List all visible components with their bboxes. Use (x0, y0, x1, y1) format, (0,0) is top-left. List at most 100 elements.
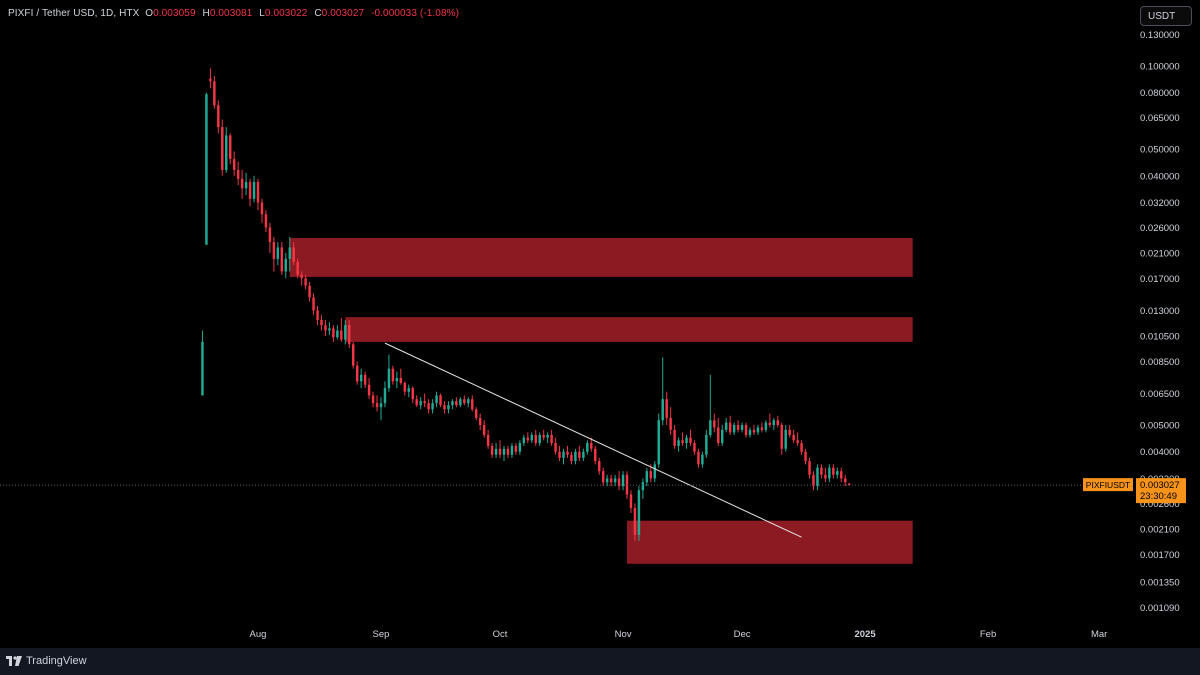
candle (832, 464, 835, 479)
candle (566, 445, 569, 458)
candle (546, 432, 549, 444)
y-tick-label: 0.001700 (1140, 550, 1180, 561)
candle (526, 432, 530, 444)
candle-body (367, 384, 371, 396)
candle (482, 420, 486, 438)
candle (717, 417, 720, 446)
candle (256, 178, 260, 211)
candle-body (328, 328, 331, 331)
y-tick-label: 0.026000 (1140, 223, 1180, 234)
candle-body (728, 422, 732, 433)
candle-body (498, 448, 502, 455)
candle-body (514, 445, 518, 452)
candle (316, 305, 319, 326)
symbol-tag-label: PIXFIUSDT (1086, 480, 1130, 490)
x-tick-label: Oct (493, 629, 508, 640)
candle (605, 474, 609, 487)
resistance-zone-1[interactable] (289, 237, 913, 277)
candle (280, 242, 284, 275)
candle-body (645, 471, 649, 483)
tradingview-brand[interactable]: TradingView (6, 652, 87, 670)
y-tick-label: 0.130000 (1140, 30, 1180, 41)
candle-body (391, 368, 395, 382)
candle-body (720, 429, 724, 444)
candle (574, 448, 577, 465)
candle-body (629, 494, 633, 509)
candle-body (736, 424, 740, 430)
candle-body (252, 181, 256, 199)
candle-body (605, 478, 609, 483)
descending-trendline[interactable] (384, 342, 802, 538)
candle (812, 471, 815, 491)
candle (693, 440, 696, 455)
candle-body (264, 214, 268, 228)
candle-body (701, 454, 704, 465)
y-tick-label: 0.001090 (1140, 603, 1180, 614)
candle-body (236, 169, 240, 179)
candle (474, 407, 478, 421)
candle (419, 397, 422, 410)
y-axis[interactable]: 0.130000 0.100000 0.080000 0.065000 0.050000… (1140, 30, 1180, 614)
candle (522, 434, 526, 446)
candle (558, 445, 561, 462)
candle (510, 443, 514, 458)
candle-body (256, 181, 260, 203)
candle-body (344, 325, 347, 340)
candle-body (566, 451, 569, 455)
candle (205, 92, 208, 245)
close-value: 0.003027 (321, 8, 365, 19)
candle-body (760, 427, 764, 430)
candle-body (308, 285, 311, 298)
candle-body (796, 440, 799, 444)
candle (570, 451, 573, 465)
candle (276, 242, 280, 265)
candle (792, 429, 795, 444)
candle (756, 424, 760, 435)
symbol-legend: PIXFI / Tether USD, 1D, HTX O0.003059 H0… (8, 8, 463, 19)
y-tick-label: 0.080000 (1140, 88, 1180, 99)
zones-layer (289, 237, 913, 564)
candle-body (697, 451, 700, 465)
y-tick-label: 0.021000 (1140, 248, 1180, 259)
candle (828, 464, 831, 483)
candle (264, 210, 268, 233)
candle (288, 236, 291, 272)
candle-body (395, 377, 399, 382)
y-tick-label: 0.013000 (1140, 306, 1180, 317)
candle (744, 422, 748, 438)
candle (304, 274, 307, 290)
candle (336, 325, 339, 340)
candle-body (260, 202, 264, 215)
candle-body (713, 420, 716, 428)
candle (816, 464, 819, 491)
candle (486, 429, 490, 449)
candle (768, 413, 772, 428)
candle (260, 198, 264, 223)
currency-button[interactable]: USDT (1140, 6, 1192, 26)
candle-body (363, 374, 367, 385)
y-tick-label: 0.040000 (1140, 171, 1180, 182)
candle (344, 320, 347, 345)
candle (665, 391, 668, 425)
candle-body (649, 471, 653, 479)
resistance-zone-3[interactable] (627, 520, 913, 564)
candle (609, 474, 613, 487)
y-tick-label: 0.017000 (1140, 274, 1180, 285)
candle-body (348, 325, 351, 345)
candle (248, 178, 252, 207)
candle-body (542, 434, 545, 438)
candle-body (824, 474, 827, 479)
candle-body (209, 78, 212, 82)
symbol-title: PIXFI / Tether USD, 1D, HTX (8, 8, 140, 19)
candle (836, 467, 839, 479)
resistance-zone-2[interactable] (345, 317, 913, 342)
candle-body (621, 474, 625, 487)
x-axis[interactable]: Aug Sep Oct Nov Dec 2025 Feb Mar (250, 629, 1108, 640)
candle-body (828, 467, 831, 479)
candle-body (205, 94, 208, 245)
y-tick-label: 0.032000 (1140, 198, 1180, 209)
candle (633, 503, 637, 541)
candle (613, 474, 617, 487)
y-tick-label: 0.008500 (1140, 357, 1180, 368)
